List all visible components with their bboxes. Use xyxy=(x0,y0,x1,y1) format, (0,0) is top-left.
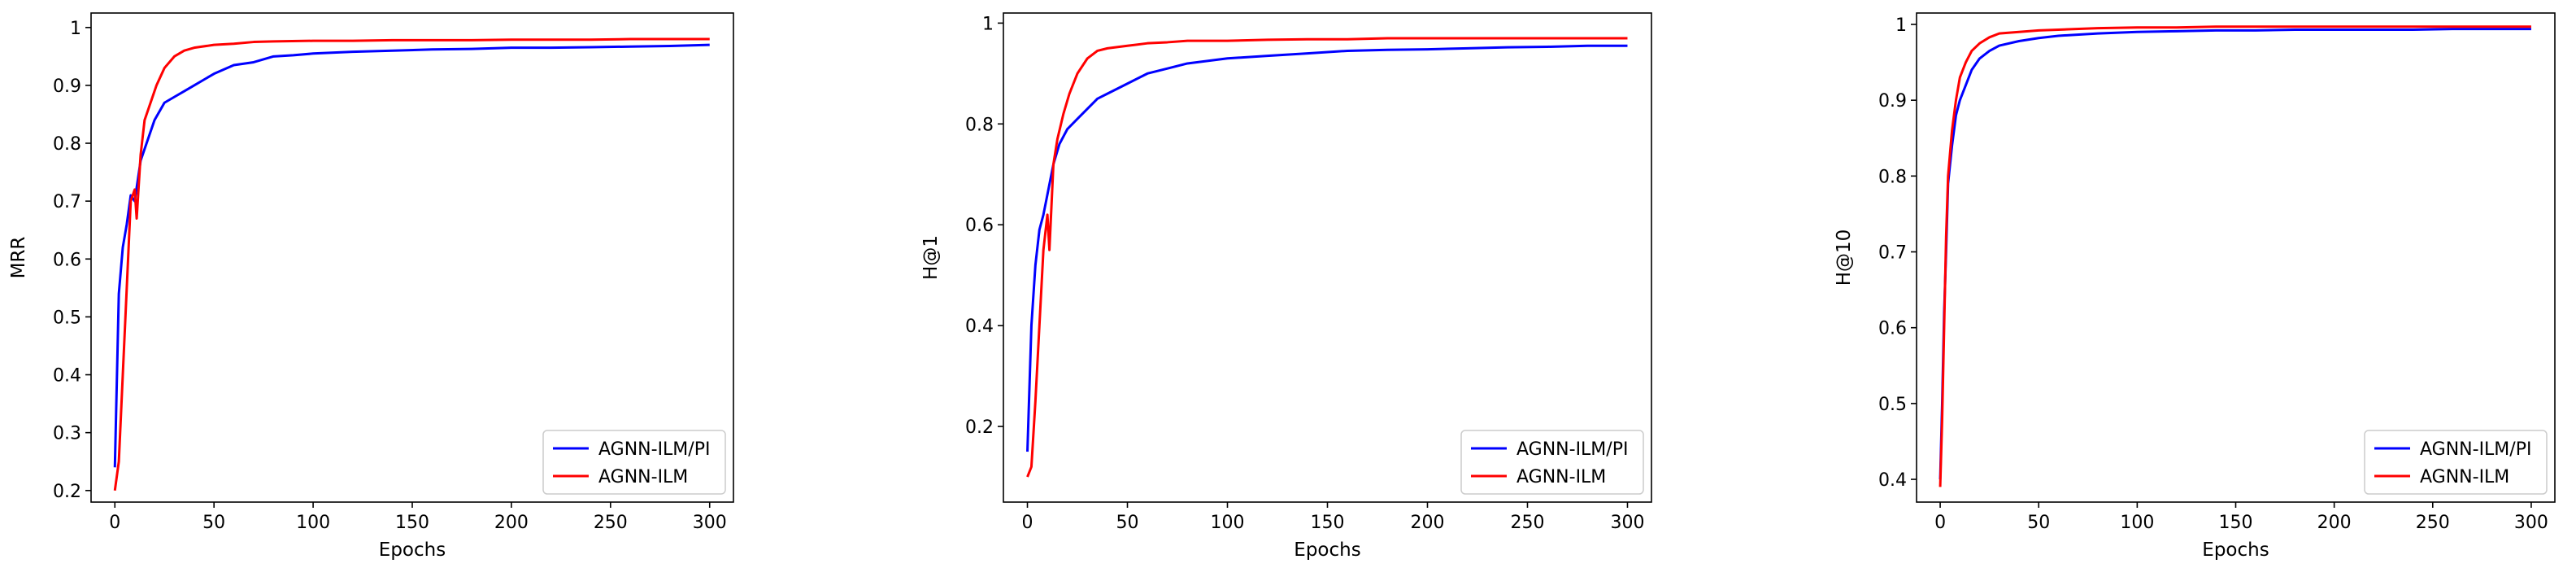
mrr-legend-label: AGNN-ILM xyxy=(598,467,688,487)
h1-y-tick-label: 0.6 xyxy=(965,216,994,236)
h10-y-tick-label: 0.7 xyxy=(1878,243,1907,264)
h10-series-agnn-ilm xyxy=(1939,25,2531,487)
mrr-y-tick-label: 0.4 xyxy=(53,366,81,387)
h10-y-tick-label: 0.4 xyxy=(1878,470,1907,491)
mrr-y-axis-label: MRR xyxy=(8,237,29,279)
h1-y-axis-label: H@1 xyxy=(920,235,942,280)
mrr-x-tick-label: 0 xyxy=(109,513,120,533)
h1-y-tick-label: 1 xyxy=(982,14,994,34)
h1-x-tick-label: 300 xyxy=(1610,513,1644,533)
h1-x-tick-label: 200 xyxy=(1410,513,1444,533)
h1-legend-label: AGNN-ILM xyxy=(1516,467,1606,487)
mrr-x-tick-label: 50 xyxy=(202,513,225,533)
mrr-x-tick-label: 200 xyxy=(494,513,529,533)
h10-x-tick-label: 250 xyxy=(2416,513,2450,533)
h1-x-axis-label: Epochs xyxy=(1294,540,1360,561)
h1-legend-box xyxy=(1460,430,1644,495)
h1-x-tick-label: 150 xyxy=(1311,513,1345,533)
mrr-series-agnn-ilm xyxy=(113,37,710,491)
h1-series-agnn-ilm xyxy=(1026,37,1628,478)
mrr-legend: AGNN-ILM/PI AGNN-ILM xyxy=(542,430,726,495)
h10-x-tick-label: 200 xyxy=(2317,513,2352,533)
mrr-y-tick-label: 0.2 xyxy=(53,482,81,502)
h1-x-tick-label: 50 xyxy=(1116,513,1139,533)
mrr-legend-label: AGNN-ILM/PI xyxy=(598,439,710,460)
h10-x-tick-label: 300 xyxy=(2514,513,2548,533)
mrr-chart: 0 50 100 150 200 250 300 0.2 0.3 0.4 0.5 0.6 0.7 0.8 0… xyxy=(8,12,734,561)
h10-chart: 0 50 100 150 200 250 300 0.4 0.5 0.6 0.7 0.8 0.9 1 Epo… xyxy=(1834,12,2556,561)
mrr-y-tick-label: 0.3 xyxy=(53,424,81,444)
mrr-y-tick-label: 0.8 xyxy=(53,134,81,155)
h10-y-tick-label: 0.6 xyxy=(1878,319,1907,339)
mrr-y-tick-label: 0.5 xyxy=(53,308,81,328)
h10-x-tick-label: 100 xyxy=(2120,513,2154,533)
h1-y-tick-label: 0.2 xyxy=(965,417,994,438)
h1-plot-frame xyxy=(1003,12,1652,503)
h10-series-agnn-ilm-pi xyxy=(1939,28,2531,480)
h1-y-tick-label: 0.4 xyxy=(965,317,994,337)
h1-x-tick-label: 100 xyxy=(1211,513,1245,533)
h10-legend-label: AGNN-ILM xyxy=(2420,467,2509,487)
h10-legend: AGNN-ILM/PI AGNN-ILM xyxy=(2364,430,2548,495)
mrr-x-tick-label: 150 xyxy=(395,513,429,533)
mrr-y-tick-label: 0.9 xyxy=(53,76,81,97)
mrr-plot-frame xyxy=(90,12,734,503)
mrr-x-tick-label: 250 xyxy=(594,513,628,533)
mrr-x-axis-label: Epochs xyxy=(379,540,446,561)
h10-y-axis-label: H@10 xyxy=(1834,229,1855,286)
h10-y-tick-label: 0.5 xyxy=(1878,395,1907,415)
h10-legend-box xyxy=(2364,430,2548,495)
h1-legend-label: AGNN-ILM/PI xyxy=(1516,439,1628,460)
mrr-x-tick-label: 300 xyxy=(693,513,727,533)
h1-legend: AGNN-ILM/PI AGNN-ILM xyxy=(1460,430,1644,495)
mrr-y-tick-label: 0.7 xyxy=(53,192,81,212)
h10-x-tick-label: 50 xyxy=(2027,513,2050,533)
h10-plot-frame xyxy=(1916,12,2556,503)
h1-y-tick-label: 0.8 xyxy=(965,115,994,135)
h1-chart: 0 50 100 150 200 250 300 0.2 0.4 0.6 0.8 1 Epochs H@1… xyxy=(920,12,1652,561)
h1-series-agnn-ilm-pi xyxy=(1026,44,1628,452)
mrr-y-tick-label: 0.6 xyxy=(53,250,81,270)
h10-x-tick-label: 0 xyxy=(1934,513,1946,533)
h10-x-axis-label: Epochs xyxy=(2202,540,2269,561)
h10-y-tick-label: 0.9 xyxy=(1878,91,1907,111)
h10-y-tick-label: 0.8 xyxy=(1878,167,1907,187)
mrr-series-agnn-ilm-pi xyxy=(113,43,710,468)
h10-y-tick-label: 1 xyxy=(1895,15,1907,36)
mrr-legend-box xyxy=(542,430,726,495)
h10-legend-label: AGNN-ILM/PI xyxy=(2420,439,2531,460)
mrr-y-tick-label: 1 xyxy=(70,19,81,39)
h1-x-tick-label: 250 xyxy=(1510,513,1544,533)
h1-x-tick-label: 0 xyxy=(1022,513,1033,533)
mrr-x-tick-label: 100 xyxy=(296,513,330,533)
h10-x-tick-label: 150 xyxy=(2219,513,2253,533)
